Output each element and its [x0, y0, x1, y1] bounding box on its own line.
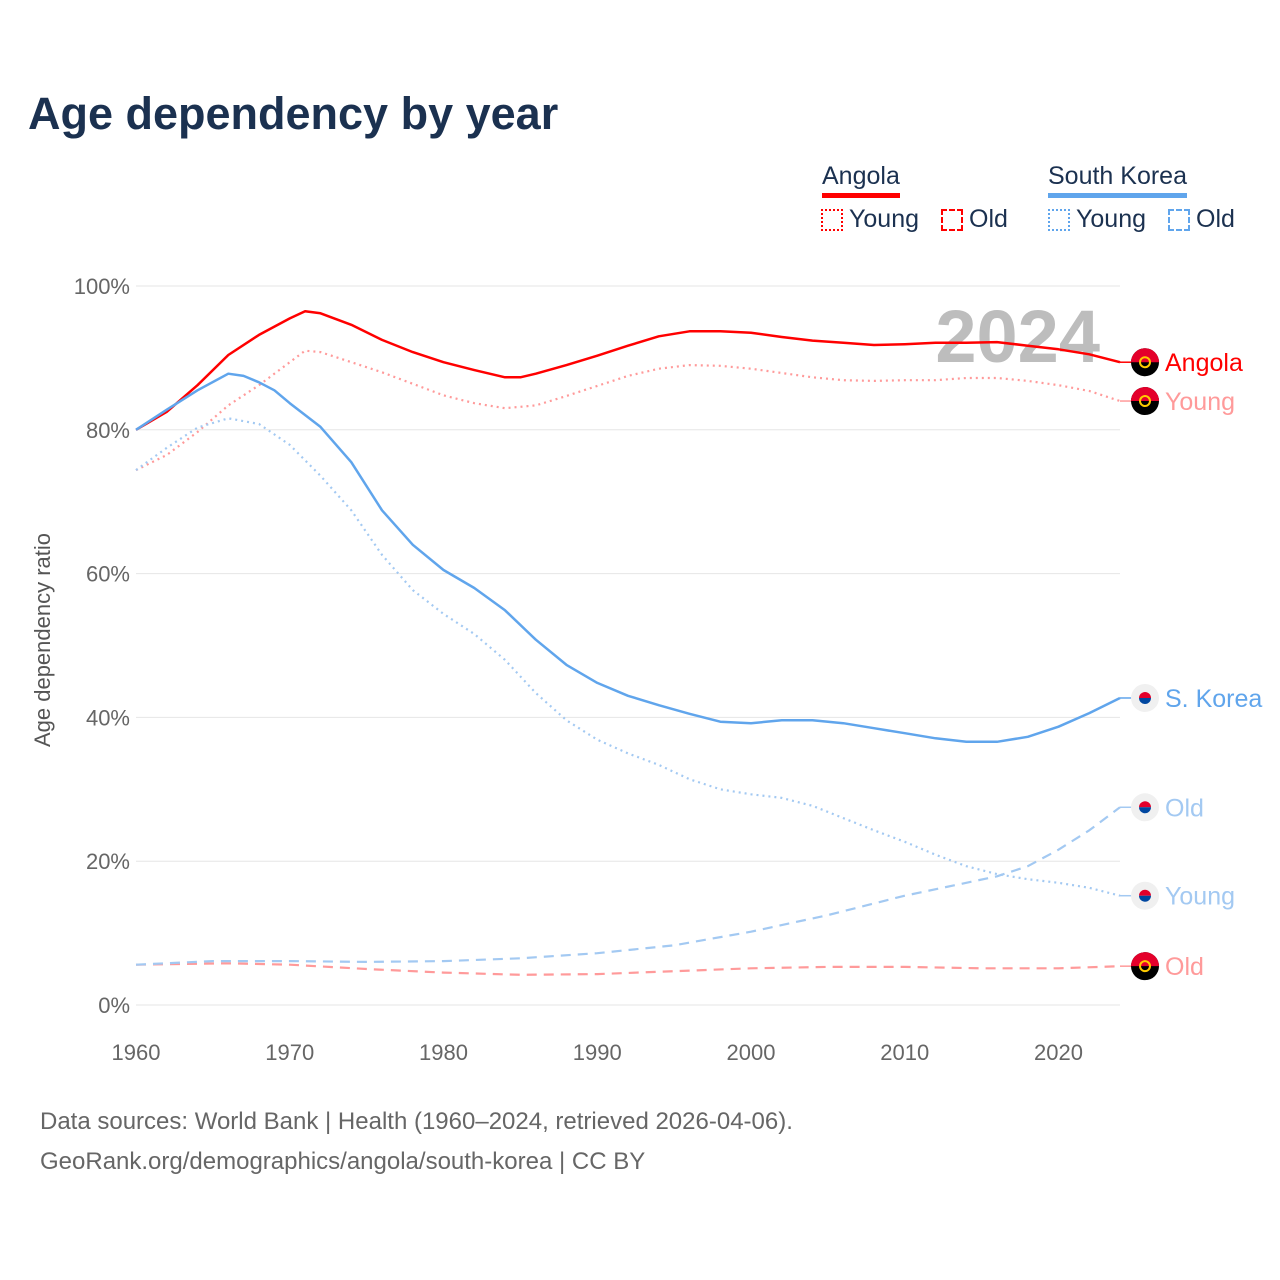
- series-end-label: Old: [1165, 794, 1204, 822]
- legend-label: Old: [1196, 205, 1235, 233]
- x-tick-label: 2000: [727, 1040, 776, 1065]
- x-tick-label: 1990: [573, 1040, 622, 1065]
- x-tick-label: 1960: [112, 1040, 161, 1065]
- y-tick-label: 100%: [74, 274, 130, 299]
- y-axis-label: Age dependency ratio: [30, 533, 55, 747]
- chart-title: Age dependency by year: [28, 88, 559, 139]
- korea-flag-blue: [1139, 895, 1151, 902]
- dashed-swatch-icon: [1168, 208, 1190, 231]
- legend-label: Young: [849, 205, 919, 233]
- series-line-angola-young: [135, 349, 1121, 472]
- korea-flag-red: [1139, 889, 1151, 896]
- series-line-south-korea: [135, 372, 1121, 744]
- y-tick-label: 20%: [86, 849, 130, 874]
- series-line-south-korea-young: [135, 417, 1121, 897]
- dotted-swatch-icon: [1048, 208, 1070, 231]
- angola-emblem: [1139, 960, 1151, 973]
- x-tick-label: 1980: [419, 1040, 468, 1065]
- series-end-label: S. Korea: [1165, 685, 1262, 713]
- y-tick-label: 80%: [86, 418, 130, 443]
- y-tick-label: 60%: [86, 562, 130, 587]
- series-line-south-korea-old: [135, 806, 1121, 966]
- x-tick-label: 2020: [1034, 1040, 1083, 1065]
- x-tick-label: 1970: [265, 1040, 314, 1065]
- korea-flag-red: [1139, 801, 1151, 808]
- angola-flag-red: [1131, 387, 1159, 402]
- series-end-label: Young: [1165, 883, 1235, 911]
- korea-flag-blue: [1139, 697, 1151, 704]
- legend-korea-young: Young: [1048, 205, 1146, 234]
- legend-angola: Angola: [822, 162, 900, 198]
- angola-flag-red: [1131, 952, 1159, 967]
- dotted-swatch-icon: [821, 208, 843, 231]
- legend-angola-young: Young: [821, 205, 919, 234]
- series-line-angola: [135, 309, 1121, 431]
- series-end-label: Old: [1165, 953, 1204, 981]
- angola-emblem: [1139, 356, 1151, 369]
- dashed-swatch-icon: [941, 208, 963, 231]
- y-tick-label: 0%: [98, 993, 130, 1018]
- x-tick-label: 2010: [880, 1040, 929, 1065]
- angola-flag-red: [1131, 348, 1159, 363]
- series-end-label: Young: [1165, 388, 1235, 416]
- angola-emblem: [1139, 395, 1151, 408]
- legend-label: Young: [1076, 205, 1146, 233]
- footer-sources: Data sources: World Bank | Health (1960–…: [40, 1108, 793, 1135]
- legend-label: Old: [969, 205, 1008, 233]
- legend-korea-old: Old: [1168, 205, 1235, 234]
- series-end-label: Angola: [1165, 349, 1243, 377]
- footer-link[interactable]: GeoRank.org/demographics/angola/south-ko…: [40, 1148, 646, 1175]
- year-label: 2024: [935, 295, 1100, 378]
- y-tick-label: 40%: [86, 705, 130, 730]
- series-line-angola-old: [135, 962, 1121, 976]
- legend-angola-old: Old: [941, 205, 1008, 234]
- legend-south-korea: South Korea: [1048, 162, 1187, 198]
- korea-flag-red: [1139, 691, 1151, 698]
- korea-flag-blue: [1139, 807, 1151, 814]
